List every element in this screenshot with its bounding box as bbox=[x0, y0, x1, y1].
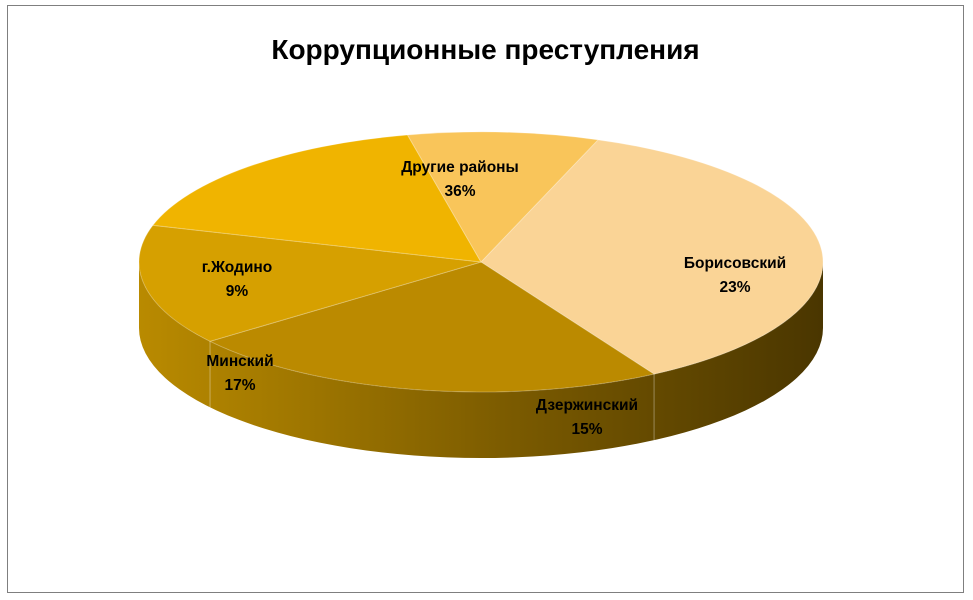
slice-label: Дзержинский bbox=[536, 397, 638, 414]
slice-label: Минский bbox=[206, 353, 273, 370]
pie-slice bbox=[480, 139, 824, 375]
pie-slice bbox=[208, 261, 656, 393]
slice-label: г.Жодино bbox=[202, 259, 272, 276]
slice-percent-label: 9% bbox=[226, 283, 249, 300]
pie-labels: Другие районы 36% Борисовский 23% Дзержински… bbox=[202, 159, 786, 438]
pie-top bbox=[138, 131, 824, 393]
chart-title: Коррупционные преступления bbox=[271, 34, 700, 65]
slice-percent-label: 17% bbox=[224, 377, 255, 394]
slice-label: Другие районы bbox=[401, 159, 519, 176]
pie-slice bbox=[406, 131, 600, 263]
slice-percent-label: 36% bbox=[444, 183, 475, 200]
slice-percent-label: 23% bbox=[719, 279, 750, 296]
pie-slice bbox=[138, 224, 482, 342]
slice-label: Борисовский bbox=[684, 255, 786, 272]
pie-side bbox=[139, 262, 823, 458]
slice-percent-label: 15% bbox=[571, 421, 602, 438]
pie-slice bbox=[151, 134, 482, 263]
pie-side-wall bbox=[139, 262, 823, 458]
